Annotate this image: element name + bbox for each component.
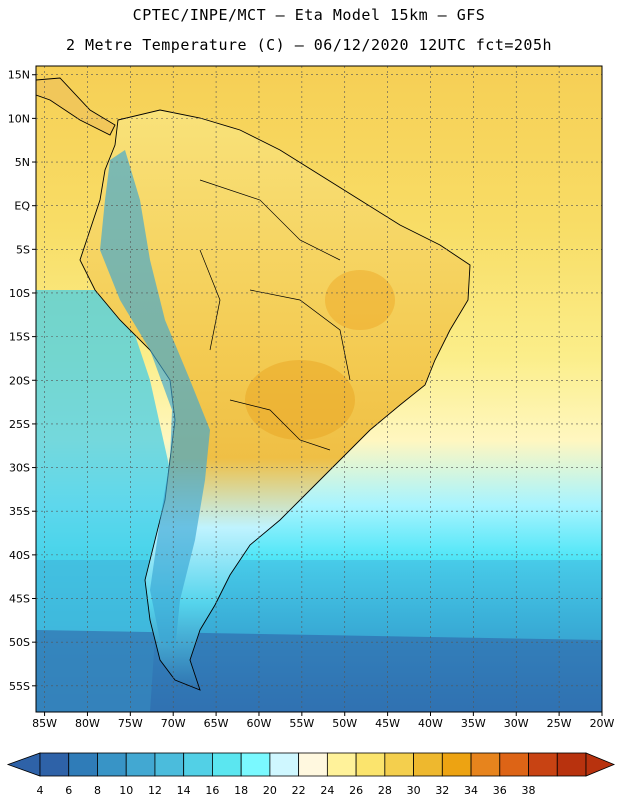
colorbar-label: 8 [94, 784, 101, 797]
colorbar-label: 30 [407, 784, 421, 797]
lat-label: 50S [9, 636, 30, 649]
lon-label: 30W [504, 717, 529, 730]
colorbar-label: 34 [464, 784, 478, 797]
colorbar-label: 22 [292, 784, 306, 797]
lat-label: EQ [14, 200, 30, 213]
latitude-labels: 15N 10N 5N EQ 5S 10S 15S 20S 25S 30S 35S 40S 45S 50S 5… [8, 69, 36, 693]
lat-label: 25S [9, 418, 30, 431]
colorbar-label: 26 [349, 784, 363, 797]
colorbar-label: 18 [234, 784, 248, 797]
colorbar-swatch [39, 752, 70, 777]
colorbar-swatch [68, 752, 98, 777]
colorbar-label: 36 [493, 784, 507, 797]
colorbar-label: 14 [177, 784, 191, 797]
colorbar-label: 10 [119, 784, 133, 797]
colorbar-swatch [125, 752, 156, 777]
colorbar-label: 12 [148, 784, 162, 797]
colorbar-swatch [240, 752, 271, 777]
colorbar-label: 28 [378, 784, 392, 797]
lat-label: 10N [8, 112, 30, 125]
lon-label: 75W [118, 717, 143, 730]
colorbar-swatch [97, 752, 127, 777]
lat-label: 5N [15, 156, 30, 169]
title-line-1: CPTEC/INPE/MCT – Eta Model 15km – GFS [132, 6, 486, 24]
lon-label: 40W [418, 717, 443, 730]
longitude-labels: 85W 80W 75W 70W 65W 60W 55W 50W 45W 40W 35W 30W 25W 2… [32, 712, 615, 730]
lon-label: 20W [590, 717, 615, 730]
lon-label: 55W [289, 717, 314, 730]
lon-label: 50W [332, 717, 357, 730]
colorbar-swatch [528, 752, 558, 777]
colorbar-swatch [154, 752, 185, 777]
colorbar-swatch [441, 752, 472, 777]
colorbar-label: 20 [263, 784, 277, 797]
lat-label: 15N [8, 69, 30, 82]
lat-label: 55S [9, 680, 30, 693]
colorbar-swatch [269, 752, 300, 777]
lat-label: 45S [9, 593, 30, 606]
map-frame [35, 65, 603, 713]
lat-label: 35S [9, 505, 30, 518]
lon-label: 70W [161, 717, 186, 730]
title-line-2: 2 Metre Temperature (C) – 06/12/2020 12U… [65, 36, 553, 54]
colorbar-label: 4 [37, 784, 44, 797]
lat-label: 40S [9, 549, 30, 562]
colorbar-left-arrow [6, 752, 41, 777]
lat-label: 15S [9, 331, 30, 344]
graticule-grid [36, 66, 603, 712]
colorbar-swatch [298, 752, 328, 777]
colorbar-swatch [413, 752, 443, 777]
lat-label: 10S [9, 287, 30, 300]
lon-label: 80W [75, 717, 100, 730]
colorbar-label: 24 [320, 784, 334, 797]
lat-label: 5S [16, 243, 30, 256]
colorbar-swatch [212, 752, 242, 777]
lon-label: 25W [547, 717, 572, 730]
lat-label: 20S [9, 374, 30, 387]
colorbar-label: 32 [435, 784, 449, 797]
colorbar-label: 38 [522, 784, 536, 797]
lon-label: 85W [32, 717, 57, 730]
lon-label: 45W [375, 717, 400, 730]
lon-label: 35W [461, 717, 486, 730]
colorbar-label: 16 [205, 784, 219, 797]
lat-label: 30S [9, 462, 30, 475]
colorbar-right-arrow [585, 752, 616, 777]
colorbar-swatch [384, 752, 414, 777]
colorbar-swatch [355, 752, 386, 777]
colorbar-swatch [183, 752, 213, 777]
colorbar-swatch [326, 752, 357, 777]
lon-label: 65W [204, 717, 229, 730]
lon-label: 60W [247, 717, 272, 730]
colorbar-label: 6 [65, 784, 72, 797]
colorbar-swatch [556, 752, 587, 777]
colorbar-swatch [470, 752, 501, 777]
colorbar-swatch [499, 752, 529, 777]
